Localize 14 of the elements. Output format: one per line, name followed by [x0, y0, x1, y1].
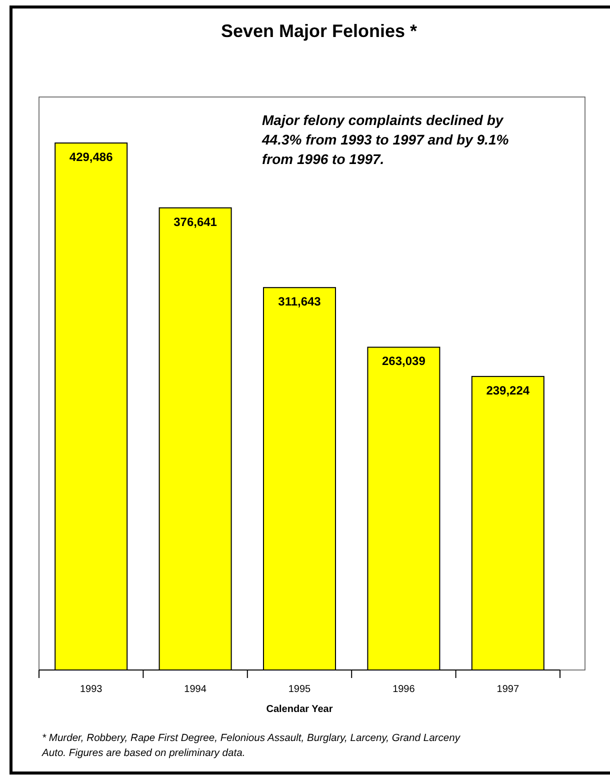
x-tick-label: 1993 — [80, 684, 103, 695]
x-tick-label: 1994 — [184, 684, 207, 695]
x-tick-label: 1996 — [392, 684, 416, 695]
annotation: Major felony complaints declined by 44.3% from 1993 to 1997 and by 9.1% from 1996 to 1997. — [261, 112, 510, 167]
data-label: 239,224 — [486, 383, 530, 398]
data-label: 263,039 — [382, 354, 426, 368]
x-tick-label: 1997 — [496, 684, 520, 695]
x-tick-label: 1995 — [288, 684, 312, 695]
text: * Murder, Robbery, Rape First Degree, Felonious Assault, Burglary, Larceny, Grand Larceny Auto. Figures are based on preliminary data. — [41, 733, 461, 759]
data-label: 311,643 — [278, 294, 322, 309]
chart-title: Seven Major Felonies * — [220, 21, 418, 41]
x-axis-title: Calendar Year — [266, 704, 333, 715]
data-label: 376,641 — [174, 214, 218, 229]
data-label: 429,486 — [69, 150, 114, 164]
